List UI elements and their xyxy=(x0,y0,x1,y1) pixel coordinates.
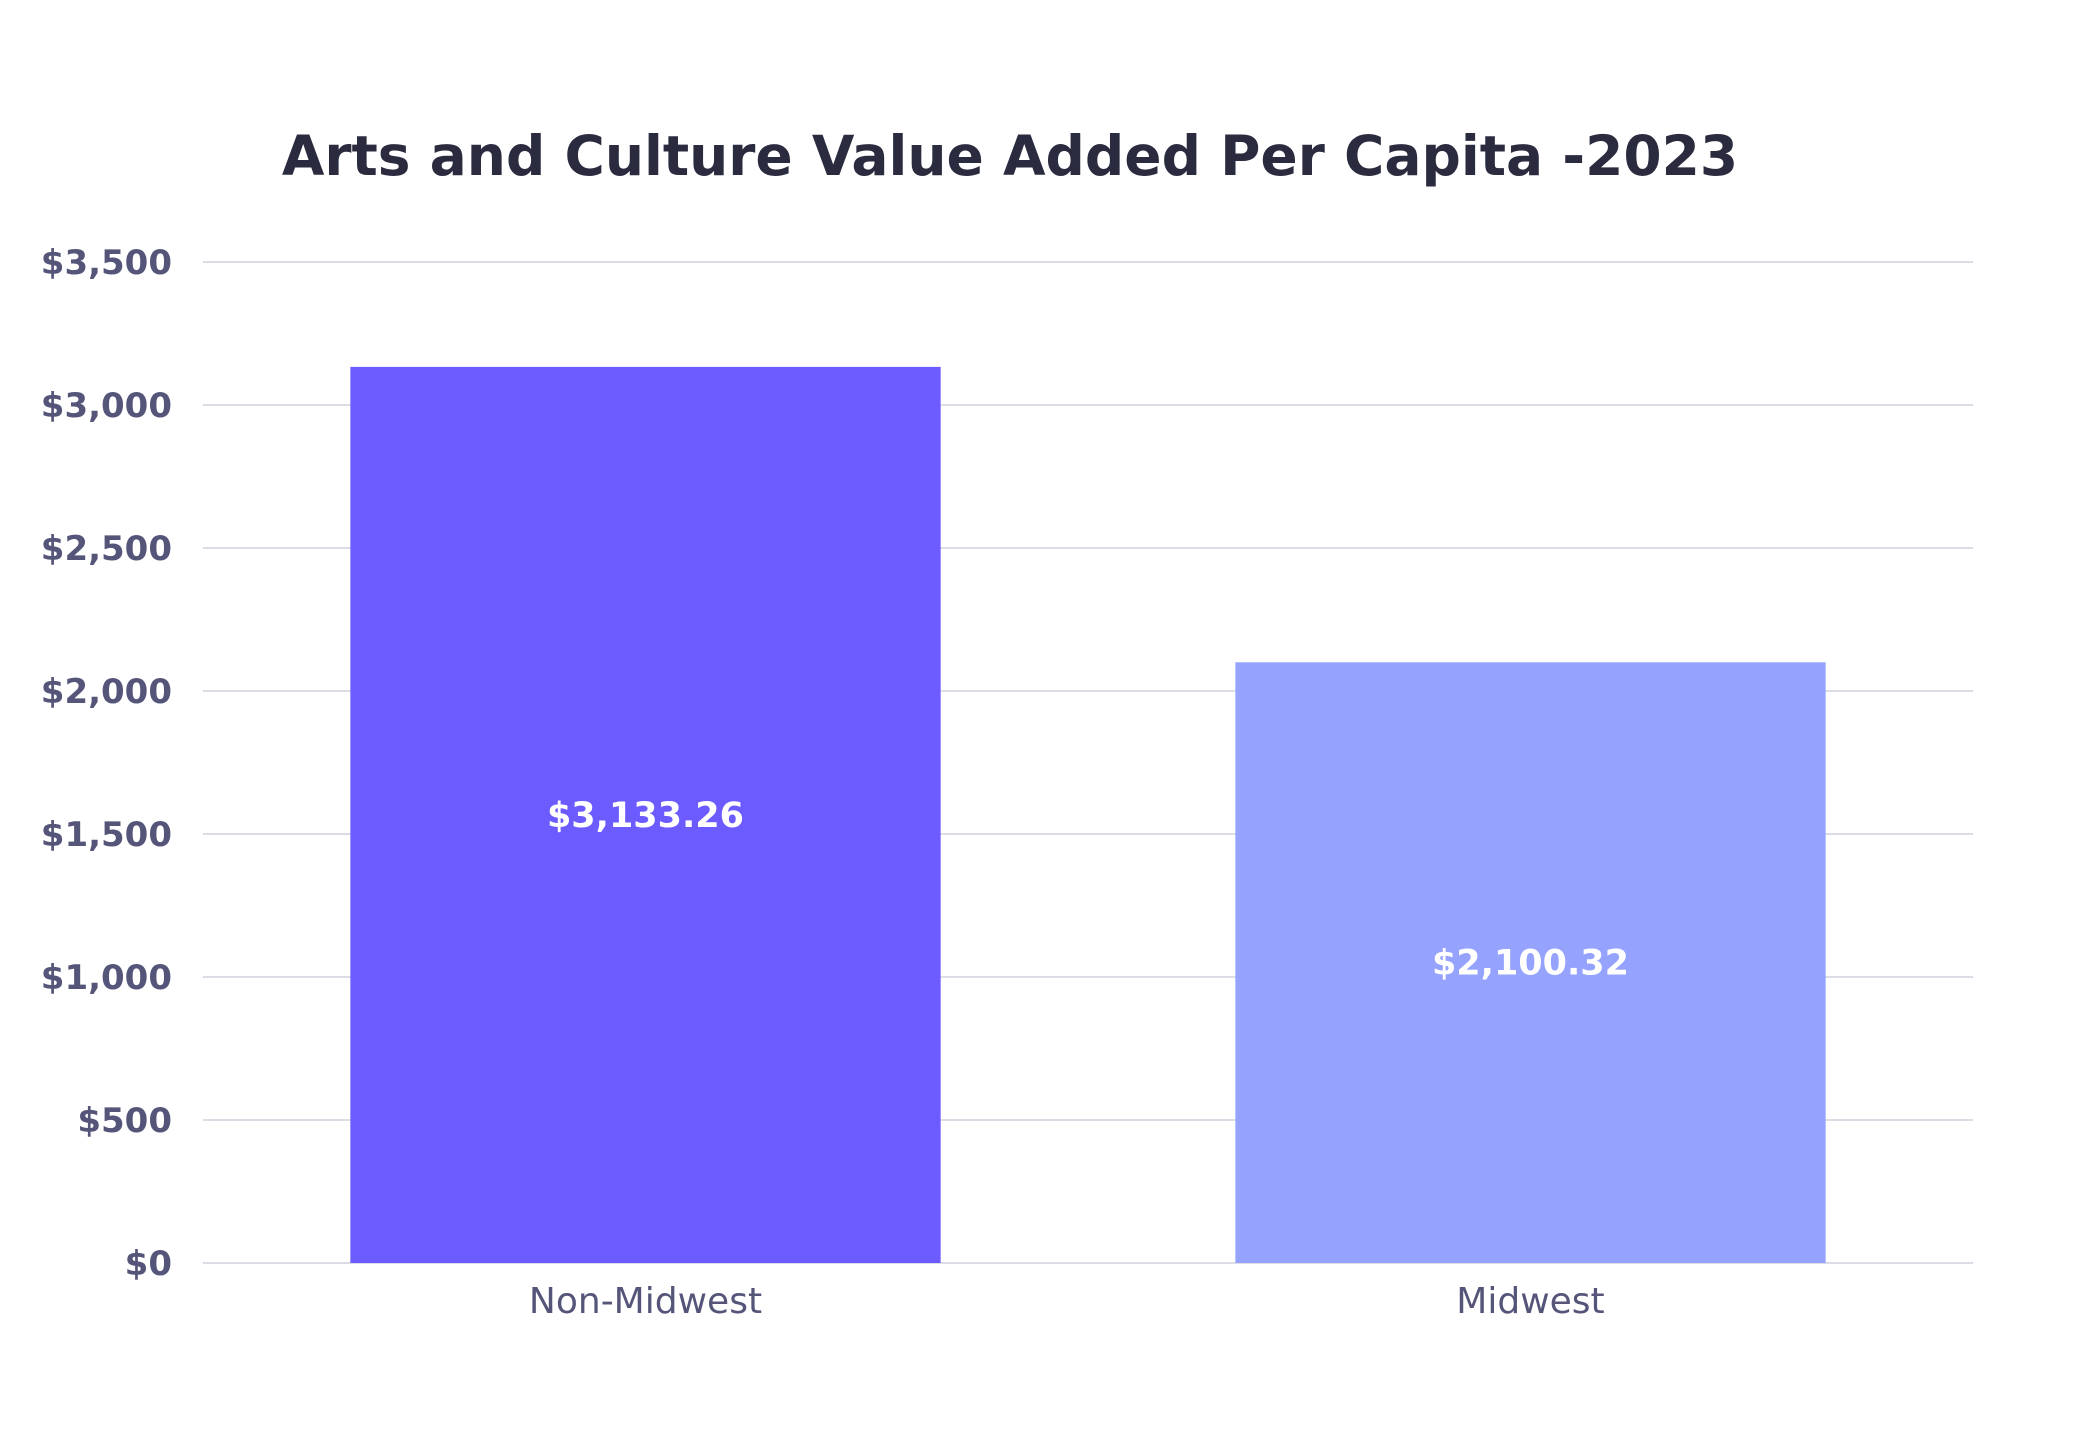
x-axis-categories: Non-Midwest Midwest xyxy=(529,1281,1605,1322)
y-tick-label-2: $1,000 xyxy=(41,958,172,998)
y-tick-label-4: $2,000 xyxy=(41,672,172,712)
x-category-label-non-midwest: Non-Midwest xyxy=(529,1281,762,1322)
data-label-non-midwest: $3,133.26 xyxy=(547,796,744,836)
bar-non-midwest xyxy=(350,366,941,1263)
y-tick-label-1: $500 xyxy=(77,1101,172,1141)
chart-title: Arts and Culture Value Added Per Capita … xyxy=(281,124,1739,188)
y-tick-label-5: $2,500 xyxy=(41,529,172,569)
y-axis-ticks: $0 $500 $1,000 $1,500 $2,000 $2,500 $3,000 $3,5… xyxy=(41,243,172,1284)
y-tick-label-3: $1,500 xyxy=(41,815,172,855)
bar-midwest xyxy=(1235,662,1826,1263)
data-labels: $3,133.26 $2,100.32 xyxy=(547,796,1629,984)
y-tick-label-7: $3,500 xyxy=(41,243,172,283)
x-category-label-midwest: Midwest xyxy=(1456,1281,1604,1322)
y-tick-label-0: $0 xyxy=(125,1244,172,1284)
y-tick-label-6: $3,000 xyxy=(41,386,172,426)
data-label-midwest: $2,100.32 xyxy=(1432,944,1629,984)
bars xyxy=(350,366,1826,1263)
